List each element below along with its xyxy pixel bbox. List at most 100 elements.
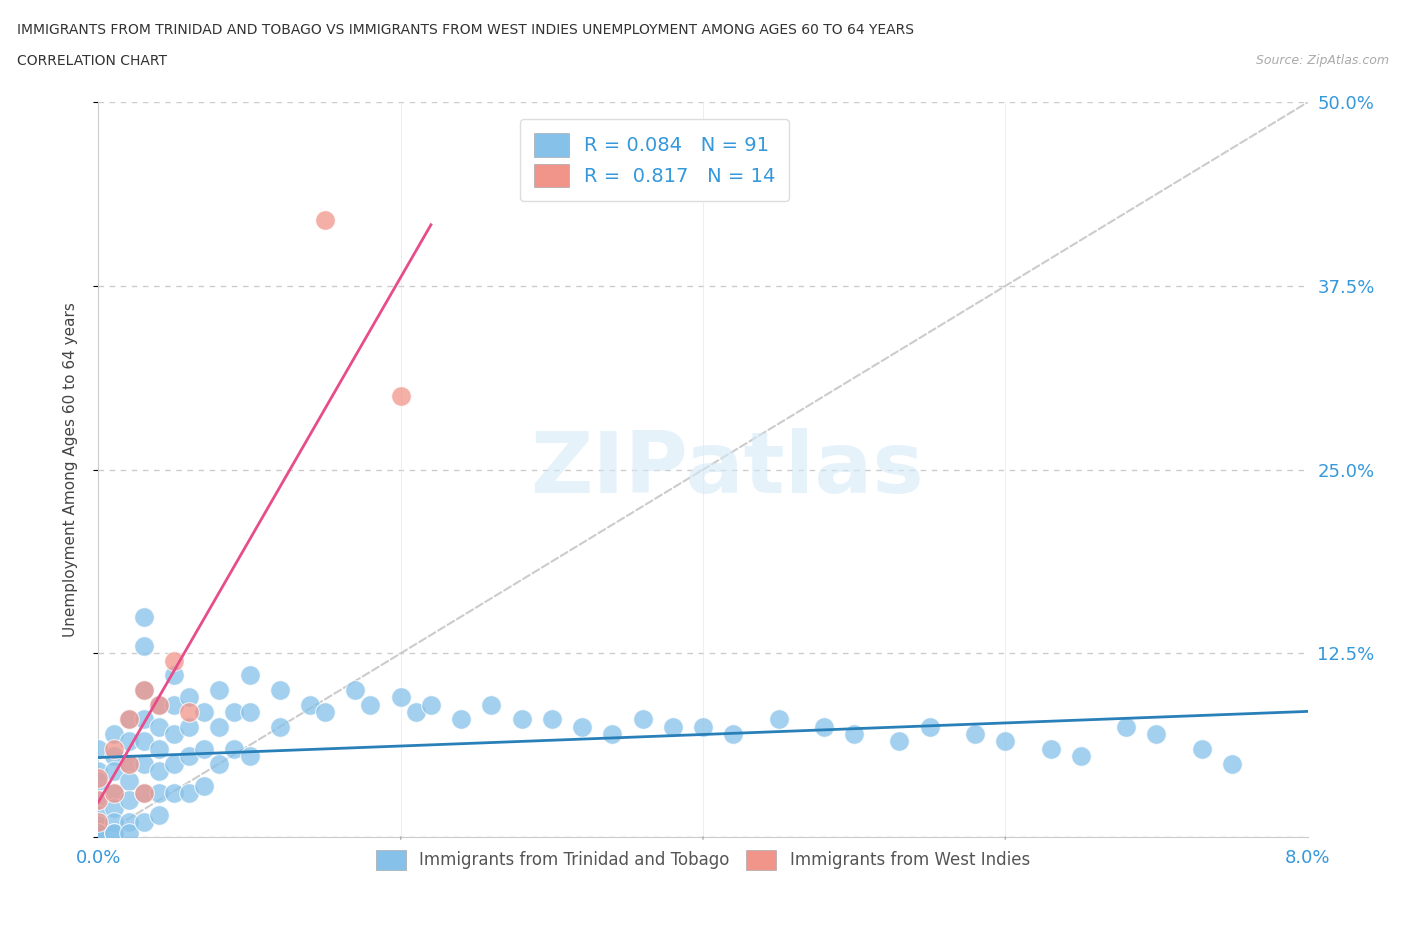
Point [1146,726,1168,741]
Point [420,698,443,712]
Point [1039,741,1062,756]
Point [132,712,155,727]
Point [540,712,562,727]
Point [87,817,110,832]
Point [132,786,155,801]
Point [631,712,654,727]
Point [118,815,141,830]
Point [723,726,745,741]
Point [87,825,110,840]
Point [208,756,231,771]
Point [148,720,170,735]
Point [118,774,141,789]
Point [314,705,336,720]
Point [239,668,262,683]
Point [208,683,231,698]
Point [602,726,624,741]
Point [179,786,201,801]
Point [148,698,170,712]
Point [132,786,155,801]
Point [994,734,1017,749]
Point [103,825,125,840]
Point [179,705,201,720]
Point [965,726,987,741]
Point [692,720,714,735]
Point [163,653,186,668]
Point [87,825,110,840]
Point [224,705,246,720]
Point [87,771,110,786]
Point [239,749,262,764]
Point [179,690,201,705]
Point [389,690,412,705]
Point [1191,741,1213,756]
Point [163,668,186,683]
Point [918,720,941,735]
Point [889,734,911,749]
Point [193,741,215,756]
Point [208,720,231,735]
Point [132,683,155,698]
Point [103,825,125,840]
Point [239,705,262,720]
Point [193,778,215,793]
Point [163,726,186,741]
Point [87,792,110,807]
Point [103,786,125,801]
Point [118,712,141,727]
Point [103,726,125,741]
Point [768,712,790,727]
Point [1115,720,1137,735]
Text: ZIPatlas: ZIPatlas [530,428,924,512]
Point [269,720,291,735]
Point [148,807,170,822]
Point [148,741,170,756]
Point [118,756,141,771]
Point [179,749,201,764]
Point [163,756,186,771]
Point [118,756,141,771]
Point [87,764,110,778]
Point [510,712,533,727]
Point [163,786,186,801]
Point [87,741,110,756]
Text: IMMIGRANTS FROM TRINIDAD AND TOBAGO VS IMMIGRANTS FROM WEST INDIES UNEMPLOYMENT : IMMIGRANTS FROM TRINIDAD AND TOBAGO VS I… [17,23,914,37]
Point [87,825,110,840]
Point [103,749,125,764]
Point [163,698,186,712]
Point [87,825,110,840]
Point [132,734,155,749]
Point [103,786,125,801]
Point [389,389,412,404]
Text: CORRELATION CHART: CORRELATION CHART [17,54,167,68]
Point [103,764,125,778]
Point [299,698,322,712]
Point [314,212,336,227]
Point [844,726,866,741]
Point [405,705,427,720]
Point [103,741,125,756]
Y-axis label: Unemployment Among Ages 60 to 64 years: Unemployment Among Ages 60 to 64 years [63,302,77,637]
Point [132,639,155,654]
Point [118,734,141,749]
Point [1070,749,1092,764]
Point [132,756,155,771]
Point [813,720,835,735]
Point [450,712,472,727]
Point [118,825,141,840]
Point [360,698,382,712]
Point [87,792,110,807]
Legend: Immigrants from Trinidad and Tobago, Immigrants from West Indies: Immigrants from Trinidad and Tobago, Imm… [366,840,1040,880]
Point [661,720,683,735]
Point [87,774,110,789]
Point [118,712,141,727]
Point [132,609,155,624]
Point [1220,756,1243,771]
Point [87,815,110,830]
Point [224,741,246,756]
Point [148,698,170,712]
Point [571,720,593,735]
Point [481,698,503,712]
Point [148,764,170,778]
Point [118,792,141,807]
